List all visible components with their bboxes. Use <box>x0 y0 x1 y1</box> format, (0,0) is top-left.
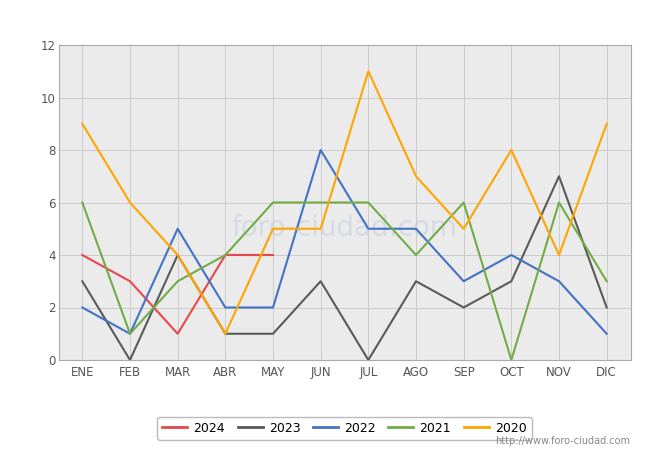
Text: foro-ciudad.com: foro-ciudad.com <box>231 214 458 242</box>
Legend: 2024, 2023, 2022, 2021, 2020: 2024, 2023, 2022, 2021, 2020 <box>157 417 532 440</box>
Text: http://www.foro-ciudad.com: http://www.foro-ciudad.com <box>495 436 630 446</box>
Text: Matriculaciones de Vehiculos en Arbeca: Matriculaciones de Vehiculos en Arbeca <box>160 14 490 32</box>
